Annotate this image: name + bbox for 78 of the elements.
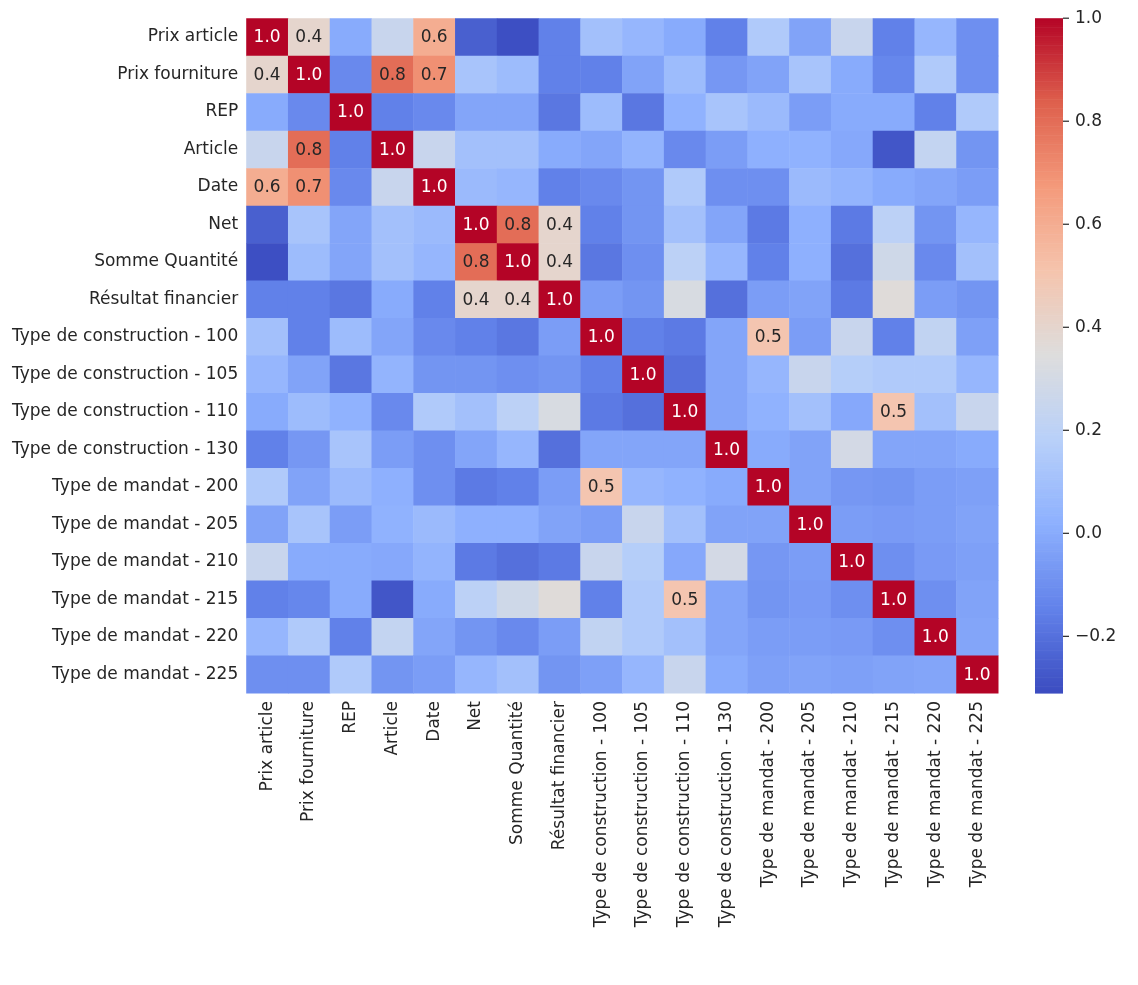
data-label: 0.5 <box>671 588 699 609</box>
data-label: 0.6 <box>420 26 448 47</box>
data-label: 0.7 <box>295 176 323 197</box>
data-label: 1.0 <box>629 363 657 384</box>
y-tick-label: Type de construction - 105 <box>10 362 239 383</box>
x-tick-label: Type de construction - 130 <box>714 701 735 929</box>
data-label: 1.0 <box>504 251 532 272</box>
y-tick-label: Type de construction - 130 <box>10 437 239 458</box>
x-tick-label: Type de mandat - 200 <box>756 701 777 889</box>
data-label: 0.8 <box>462 251 490 272</box>
x-tick-label: Date <box>422 701 443 742</box>
color-bar-label: 0.4 <box>1075 315 1103 336</box>
y-tick-label: Prix article <box>147 25 239 46</box>
data-label: 0.4 <box>545 251 573 272</box>
data-label: 0.4 <box>462 288 490 309</box>
data-label: 0.4 <box>545 213 573 234</box>
x-tick-label: Type de mandat - 205 <box>798 701 819 889</box>
data-label: 1.0 <box>713 438 741 459</box>
data-label: 0.5 <box>754 326 782 347</box>
data-label: 0.8 <box>295 138 323 159</box>
y-tick-label: Prix fourniture <box>117 62 239 83</box>
x-tick-label: Type de mandat - 210 <box>840 701 861 889</box>
y-tick-label: Somme Quantité <box>94 250 239 271</box>
data-label: 0.6 <box>253 176 281 197</box>
color-bar-label: 0.0 <box>1075 521 1103 542</box>
data-label: 1.0 <box>796 513 824 534</box>
x-tick-label: Somme Quantité <box>506 701 527 846</box>
data-label: 1.0 <box>337 101 365 122</box>
y-tick-label: Net <box>208 212 239 233</box>
color-bar-label: −0.2 <box>1075 624 1117 645</box>
data-label: 0.4 <box>253 63 281 84</box>
data-label: 1.0 <box>587 326 615 347</box>
data-label: 1.0 <box>462 213 490 234</box>
y-tick-label: Type de construction - 110 <box>10 400 239 421</box>
data-label: 1.0 <box>545 288 573 309</box>
color-bar-label: 0.6 <box>1075 212 1103 233</box>
data-label: 0.5 <box>880 401 908 422</box>
y-tick-label: Type de mandat - 200 <box>51 475 239 496</box>
y-tick-label: Type de mandat - 225 <box>51 662 239 683</box>
data-label: 0.8 <box>378 63 406 84</box>
y-tick-label: Article <box>183 137 239 158</box>
x-tick-label: Type de mandat - 225 <box>965 701 986 889</box>
x-tick-label: Type de mandat - 215 <box>882 701 903 889</box>
data-label: 0.5 <box>587 476 615 497</box>
y-tick-label: Type de mandat - 205 <box>51 512 239 533</box>
data-label: 0.7 <box>420 63 448 84</box>
data-label: 1.0 <box>754 476 782 497</box>
color-bar-label: 0.8 <box>1075 109 1103 130</box>
color-bar-label: 0.2 <box>1075 418 1103 439</box>
data-label: 1.0 <box>880 588 908 609</box>
y-tick-label: Date <box>197 175 239 196</box>
data-label: 1.0 <box>378 138 406 159</box>
x-tick-label: Résultat financier <box>547 701 568 851</box>
x-tick-label: Type de construction - 105 <box>631 701 652 929</box>
y-tick-label: Type de mandat - 210 <box>51 550 239 571</box>
data-label: 1.0 <box>671 401 699 422</box>
data-label: 1.0 <box>963 663 991 684</box>
color-bar-label: 1.0 <box>1075 6 1103 27</box>
data-label: 1.0 <box>838 551 866 572</box>
y-tick-label: Type de mandat - 220 <box>51 625 239 646</box>
data-label: 1.0 <box>420 176 448 197</box>
x-tick-label: Article <box>380 701 401 756</box>
x-tick-label: Type de mandat - 220 <box>923 701 944 889</box>
data-label: 0.4 <box>295 26 323 47</box>
y-tick-label: Type de construction - 100 <box>10 325 239 346</box>
x-tick-label: Net <box>464 700 485 731</box>
data-label: 1.0 <box>921 626 949 647</box>
x-tick-label: REP <box>339 701 360 734</box>
x-tick-label: Type de construction - 100 <box>589 701 610 929</box>
data-label: 0.4 <box>504 288 532 309</box>
data-label: 0.8 <box>504 213 532 234</box>
x-tick-label: Type de construction - 110 <box>673 701 694 929</box>
y-tick-label: Type de mandat - 215 <box>51 587 239 608</box>
y-tick-label: REP <box>205 100 239 121</box>
data-label: 1.0 <box>295 63 323 84</box>
y-tick-label: Résultat financier <box>88 287 239 308</box>
x-tick-label: Prix fourniture <box>297 701 318 822</box>
data-label: 1.0 <box>253 26 281 47</box>
